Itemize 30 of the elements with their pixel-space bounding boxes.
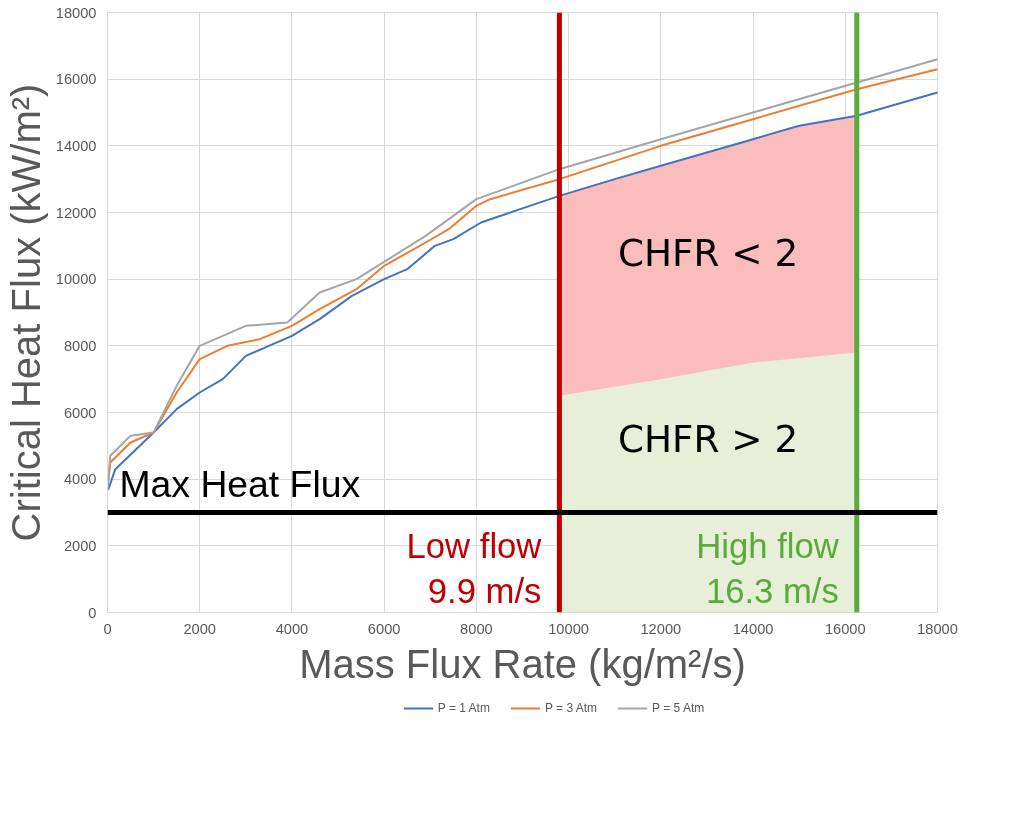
ref-line-label: High flow 16.3 m/s xyxy=(696,526,840,611)
y-tick-label: 16000 xyxy=(55,71,97,88)
x-tick-label: 14000 xyxy=(732,620,774,637)
x-tick-label: 6000 xyxy=(367,620,401,637)
legend-label: P = 5 Atm xyxy=(652,701,705,715)
x-tick-label: 10000 xyxy=(548,620,589,637)
y-tick-label: 12000 xyxy=(55,204,97,221)
x-axis-title: Mass Flux Rate (kg/m²/s) xyxy=(299,641,746,686)
x-tick-label: 4000 xyxy=(275,620,309,637)
y-tick-label: 8000 xyxy=(63,337,97,354)
ref-line-label: Low flow 9.9 m/s xyxy=(406,526,543,611)
x-tick-label: 0 xyxy=(103,620,112,637)
annotation: CHFR < 2 xyxy=(617,230,799,275)
x-tick-label: 18000 xyxy=(917,620,958,637)
y-tick-label: 0 xyxy=(88,604,97,621)
x-tick-label: 12000 xyxy=(640,620,682,637)
y-tick-label: 6000 xyxy=(63,404,97,421)
legend-label: P = 1 Atm xyxy=(437,701,490,715)
annotation: CHFR > 2 xyxy=(617,416,799,461)
legend-label: P = 3 Atm xyxy=(544,701,598,715)
y-tick-label: 10000 xyxy=(55,271,97,288)
x-tick-label: 16000 xyxy=(824,620,866,637)
x-tick-label: 2000 xyxy=(183,620,217,637)
ref-line-label: Max Heat Flux xyxy=(119,462,361,505)
y-tick-label: 4000 xyxy=(63,471,97,488)
y-tick-label: 18000 xyxy=(55,4,97,21)
x-tick-label: 8000 xyxy=(460,620,493,637)
y-tick-label: 2000 xyxy=(63,537,97,554)
y-tick-label: 14000 xyxy=(55,137,97,154)
y-axis-title: Critical Heat Flux (kW/m²) xyxy=(3,83,48,542)
